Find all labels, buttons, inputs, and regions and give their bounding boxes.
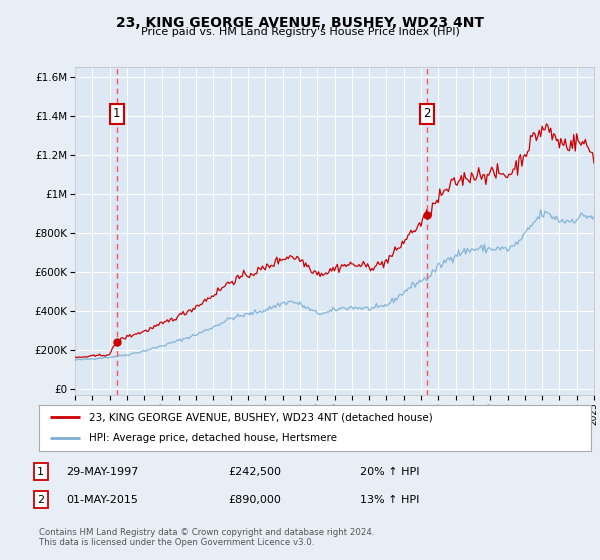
Text: 1: 1	[37, 466, 44, 477]
Text: 29-MAY-1997: 29-MAY-1997	[66, 466, 139, 477]
Text: 2: 2	[37, 494, 44, 505]
Text: Price paid vs. HM Land Registry's House Price Index (HPI): Price paid vs. HM Land Registry's House …	[140, 27, 460, 38]
Text: 1: 1	[113, 108, 121, 120]
Text: £890,000: £890,000	[228, 494, 281, 505]
Text: Contains HM Land Registry data © Crown copyright and database right 2024.
This d: Contains HM Land Registry data © Crown c…	[39, 528, 374, 547]
Text: 23, KING GEORGE AVENUE, BUSHEY, WD23 4NT: 23, KING GEORGE AVENUE, BUSHEY, WD23 4NT	[116, 16, 484, 30]
Text: 2: 2	[423, 108, 430, 120]
Text: £242,500: £242,500	[228, 466, 281, 477]
Text: 23, KING GEORGE AVENUE, BUSHEY, WD23 4NT (detached house): 23, KING GEORGE AVENUE, BUSHEY, WD23 4NT…	[89, 412, 433, 422]
Text: 20% ↑ HPI: 20% ↑ HPI	[360, 466, 419, 477]
Text: 13% ↑ HPI: 13% ↑ HPI	[360, 494, 419, 505]
Text: 01-MAY-2015: 01-MAY-2015	[66, 494, 138, 505]
Text: HPI: Average price, detached house, Hertsmere: HPI: Average price, detached house, Hert…	[89, 433, 337, 444]
